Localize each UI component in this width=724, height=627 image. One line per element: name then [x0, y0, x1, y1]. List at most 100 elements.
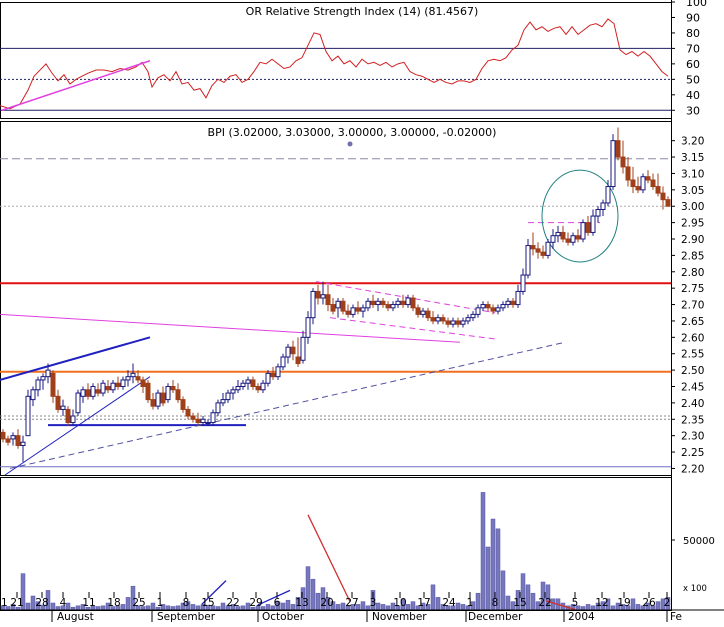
candle-body	[150, 399, 156, 407]
price-tick-label: 3.15	[681, 152, 704, 164]
candle-body	[390, 304, 396, 309]
price-trendline	[329, 317, 496, 340]
volume-bar	[580, 606, 586, 611]
x-month-label: November	[372, 611, 427, 622]
candle-body	[25, 395, 31, 437]
x-day-label: 12	[595, 597, 608, 609]
rsi-title: OR Relative Strength Index (14) (81.4567…	[246, 5, 479, 18]
candle-body	[630, 179, 636, 188]
x-month-label: August	[57, 611, 94, 622]
candle-body	[410, 297, 416, 309]
x-day-label: 25	[132, 597, 145, 609]
candle-body	[105, 386, 111, 391]
candle-body	[70, 415, 76, 424]
candle-body	[335, 300, 341, 309]
price-tick-label: 2.20	[681, 463, 704, 475]
candle-body	[440, 317, 446, 322]
x-month-label: 2004	[568, 611, 595, 622]
x-day-label: 27	[345, 597, 358, 609]
volume-bar	[175, 605, 181, 611]
candle-body	[20, 441, 26, 447]
volume-bar	[485, 546, 491, 611]
volume-bar	[215, 606, 221, 611]
x-day-label: 5	[572, 597, 579, 609]
candle-body	[85, 389, 91, 397]
candle-body	[465, 317, 471, 322]
x-month-label: October	[262, 611, 305, 622]
candle-body	[75, 392, 81, 414]
rsi-tick-label: 90	[686, 11, 700, 24]
candle-body	[120, 379, 126, 388]
candle-body	[115, 382, 121, 388]
candle-body	[225, 392, 231, 401]
candle-body	[485, 304, 491, 309]
candle-body	[235, 386, 241, 391]
price-tick-label: 2.65	[681, 316, 704, 328]
candle-body	[285, 346, 291, 358]
candle-body	[200, 418, 206, 424]
candle-body	[145, 382, 151, 401]
x-day-label: 28	[35, 597, 48, 609]
volume-bar	[120, 604, 126, 611]
x-day-label: 11	[82, 597, 95, 609]
volume-bar	[50, 602, 56, 611]
rsi-tick-label: 40	[686, 89, 700, 102]
volume-bar	[455, 602, 461, 611]
candle-body	[10, 435, 16, 440]
candle-body	[590, 215, 596, 233]
candle-body	[395, 300, 401, 306]
candle-body	[535, 248, 541, 253]
candle-body	[30, 389, 36, 401]
price-tick-label: 2.25	[681, 447, 704, 459]
price-circle-annotation	[541, 169, 619, 263]
price-trendline	[0, 313, 461, 343]
candle-body	[330, 304, 336, 312]
price-trendline	[9, 341, 566, 469]
x-day-label: 8	[492, 597, 499, 609]
candle-body	[270, 372, 276, 378]
candle-body	[35, 379, 41, 391]
price-tick-label: 3.05	[681, 185, 704, 197]
candle-body	[405, 297, 411, 306]
volume-bar	[500, 570, 506, 611]
candle-body	[420, 310, 426, 315]
candle-body	[60, 405, 66, 410]
price-frame	[0, 121, 672, 476]
candle-body	[560, 231, 566, 240]
candle-body	[50, 372, 56, 397]
rsi-tick-label: 50	[686, 73, 700, 86]
candle-body	[620, 156, 626, 168]
volume-bar	[530, 592, 536, 611]
volume-bar	[190, 604, 196, 611]
volume-bar	[430, 584, 436, 611]
x-day-label: 8	[183, 597, 190, 609]
volume-bar	[280, 602, 286, 611]
price-tick-label: 2.85	[681, 250, 704, 262]
x-day-label: 29	[249, 597, 262, 609]
price-marker-dot	[347, 141, 353, 147]
candle-body	[340, 300, 346, 312]
price-tick-label: 2.95	[681, 218, 704, 230]
x-day-label: 26	[642, 597, 656, 609]
candle-body	[580, 222, 586, 240]
price-tick-label: 2.60	[681, 332, 704, 344]
volume-bar	[95, 606, 101, 611]
candle-body	[480, 304, 486, 309]
x-day-label: 22	[226, 597, 239, 609]
candle-body	[605, 186, 611, 204]
candle-body	[520, 274, 526, 292]
x-day-label: 6	[274, 597, 281, 609]
price-tick-label: 2.45	[681, 382, 704, 394]
candle-body	[545, 241, 551, 256]
x-day-label: 1	[157, 597, 164, 609]
volume-trendline	[257, 589, 291, 606]
candle-body	[470, 313, 476, 319]
candle-body	[250, 379, 256, 388]
candle-body	[460, 320, 466, 325]
candle-body	[435, 317, 441, 322]
candle-body	[385, 304, 391, 309]
candle-body	[495, 307, 501, 312]
volume-bar	[170, 606, 176, 611]
candle-body	[595, 209, 601, 217]
